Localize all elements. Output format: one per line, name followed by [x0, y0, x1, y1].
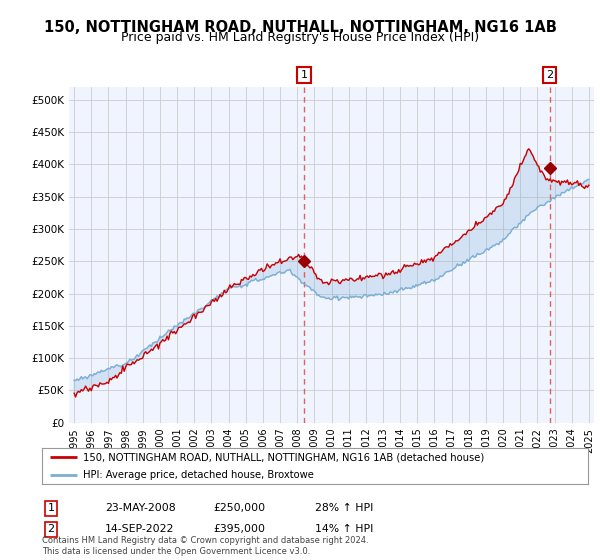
Text: £250,000: £250,000	[213, 503, 265, 514]
Text: 2: 2	[47, 524, 55, 534]
Text: 1: 1	[301, 70, 307, 80]
Text: 23-MAY-2008: 23-MAY-2008	[105, 503, 176, 514]
Text: 150, NOTTINGHAM ROAD, NUTHALL, NOTTINGHAM, NG16 1AB: 150, NOTTINGHAM ROAD, NUTHALL, NOTTINGHA…	[44, 20, 556, 35]
Text: Contains HM Land Registry data © Crown copyright and database right 2024.
This d: Contains HM Land Registry data © Crown c…	[42, 536, 368, 556]
Text: 14-SEP-2022: 14-SEP-2022	[105, 524, 175, 534]
Text: 28% ↑ HPI: 28% ↑ HPI	[315, 503, 373, 514]
Text: £395,000: £395,000	[213, 524, 265, 534]
Text: 14% ↑ HPI: 14% ↑ HPI	[315, 524, 373, 534]
Text: 150, NOTTINGHAM ROAD, NUTHALL, NOTTINGHAM, NG16 1AB (detached house): 150, NOTTINGHAM ROAD, NUTHALL, NOTTINGHA…	[83, 452, 484, 462]
Text: 1: 1	[47, 503, 55, 514]
Text: HPI: Average price, detached house, Broxtowe: HPI: Average price, detached house, Brox…	[83, 470, 314, 480]
Text: 2: 2	[546, 70, 553, 80]
Text: Price paid vs. HM Land Registry's House Price Index (HPI): Price paid vs. HM Land Registry's House …	[121, 31, 479, 44]
